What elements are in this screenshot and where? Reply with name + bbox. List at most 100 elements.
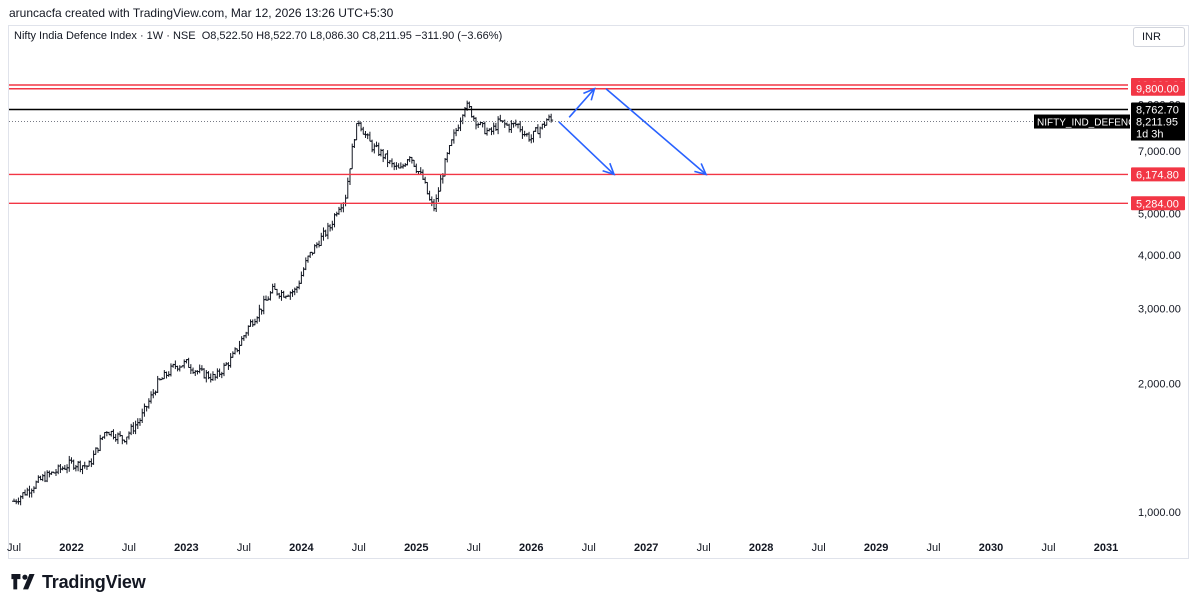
ohlc-bar: [348, 168, 352, 185]
x-tick-label: 2028: [749, 542, 773, 554]
ohlc-bar: [476, 122, 481, 128]
x-tick-label: 2030: [979, 542, 1003, 554]
currency-selector[interactable]: INR: [1133, 27, 1185, 47]
ohlc-bar: [480, 122, 485, 128]
ohlc-bar: [367, 131, 372, 142]
ohlc-bar: [228, 353, 233, 368]
x-tick-label: 2023: [174, 542, 198, 554]
ohlc-bar: [40, 474, 45, 482]
ohlc-bar: [186, 357, 191, 368]
ohlc-bar: [458, 117, 463, 132]
ohlc-bar: [257, 304, 262, 322]
ohlc-bar: [16, 497, 21, 505]
tradingview-mark-icon: [11, 573, 35, 589]
ohlc-bar: [204, 370, 209, 383]
ohlc-bar: [549, 113, 554, 123]
ohlc-bar: [113, 433, 118, 442]
ohlc-bar: [58, 464, 63, 474]
ohlc-bar: [182, 359, 187, 369]
ohlc-open: O8,522.50: [201, 30, 254, 42]
ohlc-bar: [104, 431, 109, 437]
ohlc-bar: [248, 319, 253, 327]
ohlc-bar: [215, 368, 220, 379]
ohlc-bar: [390, 158, 394, 168]
y-tick-label: 1,000.00: [1138, 507, 1181, 519]
ohlc-bar: [469, 106, 474, 118]
ohlc-bar: [299, 271, 304, 284]
ohlc-bar: [418, 167, 423, 175]
ohlc-bar: [323, 229, 328, 237]
ohlc-bar: [129, 423, 134, 436]
ohlc-bar: [162, 370, 167, 380]
ohlc-bar: [308, 251, 313, 258]
ohlc-bar: [69, 457, 74, 464]
ohlc-bar: [303, 257, 308, 271]
ohlc-bar: [73, 464, 78, 472]
tradingview-logo[interactable]: TradingView: [10, 572, 146, 593]
ohlc-bar: [383, 153, 388, 160]
ohlc-bar: [376, 142, 381, 157]
ohlc-bar: [233, 347, 238, 355]
ohlc-bar: [330, 220, 335, 231]
ohlc-bar: [124, 436, 129, 445]
ohlc-bar: [352, 138, 357, 148]
ohlc-bar: [301, 267, 306, 277]
y-tick-label: 5,000.00: [1138, 209, 1181, 221]
y-tick-label: 4,000.00: [1138, 250, 1181, 262]
level-price-label: 6,174.80: [1136, 169, 1179, 181]
ohlc-bar: [350, 143, 355, 170]
symbol-title[interactable]: Nifty India Defence Index · 1W · NSE: [14, 30, 196, 42]
ohlc-bar: [432, 198, 436, 212]
ohlc-bar: [365, 133, 370, 140]
ohlc-bar: [345, 177, 350, 199]
ohlc-bar: [361, 126, 366, 135]
ohlc-bar: [195, 370, 200, 375]
ohlc-bar: [149, 391, 154, 404]
ohlc-bar: [372, 143, 377, 154]
y-tick-label: 2,000.00: [1138, 378, 1181, 390]
ohlc-bar: [522, 130, 527, 137]
ohlc-bar: [275, 288, 280, 296]
level-price-tag: [1131, 167, 1185, 182]
ohlc-bar: [82, 461, 87, 469]
x-tick-label: 2027: [634, 542, 658, 554]
ohlc-bar: [485, 127, 490, 136]
ohlc-bar: [264, 295, 268, 301]
ohlc-bar: [270, 283, 275, 294]
ohlc-bar: [199, 365, 204, 372]
ohlc-bar: [102, 431, 107, 439]
symbol-legend: Nifty India Defence Index · 1W · NSE O8,…: [14, 30, 502, 42]
ohlc-bar: [135, 418, 140, 429]
x-tick-label: 2025: [404, 542, 428, 554]
ohlc-bar: [546, 114, 551, 121]
price-change: −311.90 (−3.66%): [414, 30, 503, 42]
projection-arrow: [605, 88, 707, 176]
ohlc-bar: [319, 232, 324, 246]
ohlc-bar: [290, 289, 295, 297]
y-tick-label: 3,000.00: [1138, 303, 1181, 315]
ohlc-bar: [67, 455, 72, 472]
brand-name: TradingView: [42, 572, 146, 592]
level-price-tag: [1131, 81, 1185, 96]
level-price-label: 9,800.00: [1136, 84, 1179, 96]
ohlc-bar: [78, 460, 83, 473]
x-tick-label: 2026: [519, 542, 543, 554]
ohlc-bar: [65, 464, 70, 474]
ohlc-bar: [31, 486, 36, 494]
ohlc-bar: [325, 222, 330, 240]
ohlc-bar: [250, 319, 255, 327]
ohlc-bar: [259, 308, 264, 315]
ohlc-bar: [513, 119, 518, 127]
ohlc-bar: [188, 364, 193, 375]
x-tick-label: Jul: [582, 542, 596, 554]
ohlc-bar: [343, 194, 348, 207]
ohlc-bar: [126, 431, 131, 440]
ohlc-bar: [518, 120, 523, 133]
ohlc-bar: [36, 475, 41, 483]
ohlc-bar: [29, 488, 34, 498]
ohlc-close: C8,211.95: [361, 30, 412, 42]
ohlc-bar: [133, 420, 138, 435]
x-tick-label: 2022: [59, 542, 83, 554]
ohlc-bar: [246, 325, 251, 336]
